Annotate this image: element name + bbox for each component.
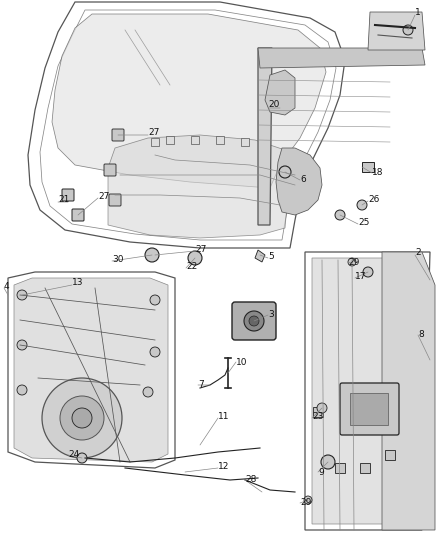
Circle shape [17, 340, 27, 350]
Text: 10: 10 [236, 358, 247, 367]
Polygon shape [108, 135, 292, 238]
Circle shape [60, 396, 104, 440]
Circle shape [244, 311, 264, 331]
Text: 3: 3 [268, 310, 274, 319]
Polygon shape [258, 48, 272, 225]
Text: 4: 4 [4, 282, 10, 291]
Circle shape [150, 295, 160, 305]
Text: 18: 18 [372, 168, 384, 177]
Bar [151, 138, 159, 146]
Text: 22: 22 [186, 262, 197, 271]
Circle shape [321, 455, 335, 469]
Text: 8: 8 [418, 330, 424, 339]
Bar [166, 136, 174, 144]
Circle shape [304, 496, 312, 504]
Bar [216, 136, 224, 144]
Bar [362, 162, 374, 172]
Text: 27: 27 [148, 128, 159, 137]
Bar [241, 138, 249, 146]
Bar [360, 463, 370, 473]
Circle shape [188, 251, 202, 265]
Circle shape [317, 403, 327, 413]
Bar [385, 450, 395, 460]
Bar [335, 463, 345, 473]
Text: 21: 21 [58, 195, 69, 204]
Text: 29: 29 [348, 258, 359, 267]
FancyBboxPatch shape [112, 129, 124, 141]
FancyBboxPatch shape [104, 164, 116, 176]
Polygon shape [255, 250, 265, 262]
Circle shape [145, 248, 159, 262]
Text: 5: 5 [268, 252, 274, 261]
Text: 11: 11 [218, 412, 230, 421]
Text: 26: 26 [368, 195, 379, 204]
Circle shape [249, 316, 259, 326]
Bar [261, 144, 269, 152]
Bar [191, 136, 199, 144]
Circle shape [72, 408, 92, 428]
Circle shape [17, 290, 27, 300]
FancyBboxPatch shape [232, 302, 276, 340]
Text: 7: 7 [198, 380, 204, 389]
Text: 23: 23 [312, 412, 323, 421]
Text: 27: 27 [195, 245, 206, 254]
Text: 30: 30 [112, 255, 124, 264]
FancyBboxPatch shape [62, 189, 74, 201]
Circle shape [357, 200, 367, 210]
Text: 25: 25 [358, 218, 369, 227]
Circle shape [77, 453, 87, 463]
Text: 24: 24 [68, 450, 79, 459]
Text: 1: 1 [415, 8, 421, 17]
Bar [313, 407, 323, 417]
Circle shape [17, 385, 27, 395]
Circle shape [143, 387, 153, 397]
Circle shape [348, 258, 356, 266]
Text: 28: 28 [245, 475, 256, 484]
Circle shape [363, 267, 373, 277]
Circle shape [335, 210, 345, 220]
Text: 6: 6 [300, 175, 306, 184]
Polygon shape [265, 70, 295, 115]
FancyBboxPatch shape [109, 194, 121, 206]
Polygon shape [258, 48, 425, 68]
Text: 12: 12 [218, 462, 230, 471]
Polygon shape [312, 258, 422, 524]
FancyBboxPatch shape [72, 209, 84, 221]
Polygon shape [52, 14, 326, 188]
Text: 17: 17 [355, 272, 367, 281]
Text: 2: 2 [415, 248, 420, 257]
Polygon shape [368, 12, 425, 50]
Circle shape [403, 25, 413, 35]
FancyBboxPatch shape [340, 383, 399, 435]
Text: 29: 29 [300, 498, 311, 507]
Polygon shape [14, 278, 168, 462]
Text: 9: 9 [318, 468, 324, 477]
Circle shape [150, 347, 160, 357]
Circle shape [42, 378, 122, 458]
Polygon shape [276, 148, 322, 215]
Bar [350, 393, 388, 425]
Text: 13: 13 [72, 278, 84, 287]
Circle shape [279, 166, 291, 178]
Text: 27: 27 [98, 192, 110, 201]
Text: 20: 20 [268, 100, 279, 109]
Polygon shape [382, 252, 435, 530]
